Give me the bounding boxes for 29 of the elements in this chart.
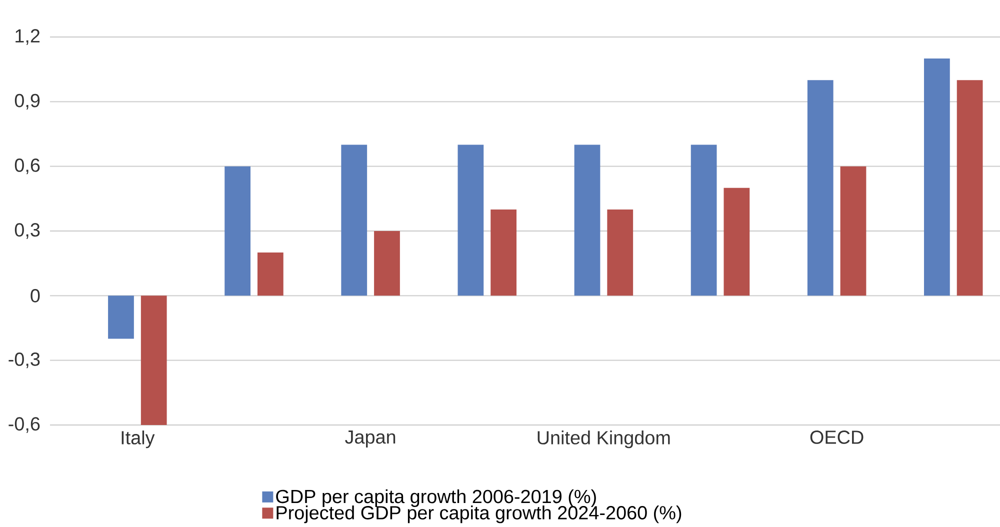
y-tick-label: -0,3 bbox=[8, 352, 40, 368]
bar bbox=[840, 166, 866, 296]
x-tick-label: Japan bbox=[345, 430, 396, 448]
bar bbox=[341, 144, 368, 296]
bar bbox=[574, 144, 600, 296]
bar bbox=[724, 188, 750, 296]
bar bbox=[374, 231, 400, 296]
bar bbox=[458, 144, 484, 296]
bar bbox=[807, 80, 834, 296]
y-tick-label: 0,6 bbox=[14, 158, 40, 174]
bar bbox=[956, 80, 983, 296]
y-tick-label: -0,6 bbox=[8, 417, 40, 433]
bar bbox=[257, 252, 284, 296]
legend-label: Projected GDP per capita growth 2024-2060 (%) bbox=[276, 506, 682, 524]
bar bbox=[224, 166, 250, 296]
bar bbox=[140, 296, 167, 426]
x-tick-label: OECD bbox=[810, 430, 864, 444]
x-tick-label: United Kingdom bbox=[538, 430, 670, 448]
bar bbox=[924, 58, 950, 296]
bar bbox=[108, 296, 134, 339]
y-tick-label: 0,9 bbox=[14, 94, 40, 110]
bar bbox=[490, 209, 516, 296]
y-tick-label: 1,2 bbox=[16, 29, 40, 45]
y-tick-label: 0,3 bbox=[14, 223, 40, 239]
legend-label: GDP per capita growth 2006-2019 (%) bbox=[276, 489, 596, 507]
y-tick-label: 0 bbox=[30, 288, 40, 302]
bar bbox=[690, 144, 717, 296]
bar bbox=[607, 209, 634, 296]
x-tick-label: Italy bbox=[122, 430, 155, 448]
